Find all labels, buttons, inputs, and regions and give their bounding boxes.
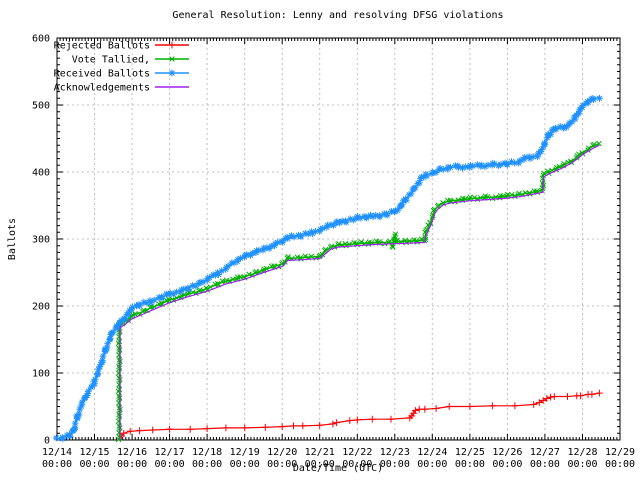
x-tick-label-time: 00:00 <box>455 459 485 470</box>
plot-area: Rejected Ballots Vote Tallied, Received Ba… <box>32 34 635 471</box>
x-tick-label-date: 12/20 <box>267 447 297 458</box>
x-tick-label-time: 00:00 <box>42 459 72 470</box>
y-tick-label: 0 <box>44 436 50 447</box>
x-tick-label-date: 12/23 <box>380 447 410 458</box>
series-line-3 <box>119 144 600 440</box>
legend-label-2: Received Ballots <box>54 69 150 80</box>
y-axis-label: Ballots <box>7 218 18 260</box>
series-line-2 <box>56 96 600 440</box>
y-tick-label: 500 <box>32 101 50 112</box>
series-markers-0 <box>118 389 603 440</box>
legend-sample-marker-2 <box>168 69 176 77</box>
legend-sample-marker-0 <box>168 41 176 49</box>
x-tick-label-date: 12/28 <box>567 447 597 458</box>
series-markers-2 <box>52 94 603 443</box>
x-tick-label-date: 12/22 <box>342 447 372 458</box>
x-tick-label-date: 12/19 <box>230 447 260 458</box>
x-tick-label-time: 00:00 <box>605 459 635 470</box>
x-tick-label-date: 12/27 <box>530 447 560 458</box>
x-tick-label-time: 00:00 <box>192 459 222 470</box>
x-tick-label-date: 12/21 <box>305 447 335 458</box>
x-tick-label-time: 00:00 <box>305 459 335 470</box>
x-tick-label-date: 12/26 <box>492 447 522 458</box>
x-tick-label-time: 00:00 <box>530 459 560 470</box>
y-tick-label: 100 <box>32 369 50 380</box>
x-tick-label-date: 12/14 <box>42 447 72 458</box>
y-tick-label: 400 <box>32 168 50 179</box>
x-tick-label-time: 00:00 <box>380 459 410 470</box>
x-axis-label: Date/Time (UTC) <box>293 463 383 474</box>
series-line-1 <box>118 142 600 440</box>
plot-border <box>56 37 621 441</box>
x-tick-label-date: 12/16 <box>117 447 147 458</box>
legend-label-0: Rejected Ballots <box>54 41 150 52</box>
chart-title: General Resolution: Lenny and resolving … <box>172 10 503 21</box>
x-tick-label-time: 00:00 <box>567 459 597 470</box>
x-tick-label-time: 00:00 <box>155 459 185 470</box>
legend-sample-marker-1 <box>169 56 175 62</box>
x-tick-label-time: 00:00 <box>342 459 372 470</box>
y-tick-label: 300 <box>32 235 50 246</box>
x-tick-label-date: 12/17 <box>155 447 185 458</box>
x-tick-label-time: 00:00 <box>267 459 297 470</box>
x-tick-label-date: 12/18 <box>192 447 222 458</box>
x-tick-label-date: 12/29 <box>605 447 635 458</box>
x-tick-label-date: 12/25 <box>455 447 485 458</box>
x-tick-label-time: 00:00 <box>492 459 522 470</box>
x-tick-label-date: 12/24 <box>417 447 447 458</box>
x-tick-label-time: 00:00 <box>417 459 447 470</box>
legend-label-1: Vote Tallied, <box>72 55 150 66</box>
x-tick-label-time: 00:00 <box>79 459 109 470</box>
x-tick-label-time: 00:00 <box>117 459 147 470</box>
x-tick-label-time: 00:00 <box>230 459 260 470</box>
x-tick-label-date: 12/15 <box>79 447 109 458</box>
legend-label-3: Acknowledgements <box>54 83 150 94</box>
y-tick-label: 200 <box>32 302 50 313</box>
y-tick-label: 600 <box>32 34 50 45</box>
